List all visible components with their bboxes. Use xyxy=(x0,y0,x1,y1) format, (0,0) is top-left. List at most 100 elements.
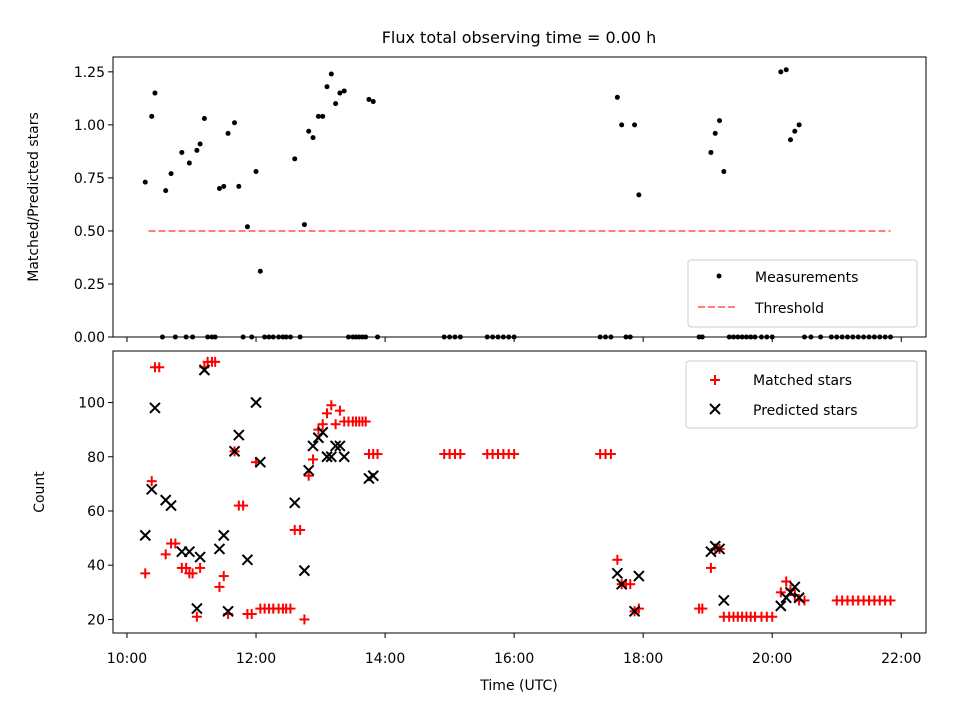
measurement-point xyxy=(315,113,321,119)
matched-star-point xyxy=(767,611,778,622)
measurement-point xyxy=(168,171,174,177)
legend-label-matched: Matched stars xyxy=(753,373,852,389)
matched-star-point xyxy=(360,416,371,427)
predicted-star-point xyxy=(289,497,301,509)
y-tick-label: 40 xyxy=(87,558,105,574)
measurement-point xyxy=(244,224,250,230)
matched-star-point xyxy=(885,595,896,606)
predicted-star-point xyxy=(775,600,787,612)
measurement-point xyxy=(310,135,316,141)
predicted-star-point xyxy=(321,451,333,463)
x-tick-label: 20:00 xyxy=(752,651,792,667)
y-tick-label: 20 xyxy=(87,612,105,628)
x-tick-label: 10:00 xyxy=(107,651,147,667)
ratio-plot-ylabel: Matched/Predicted stars xyxy=(26,112,42,282)
matched-star-point xyxy=(612,554,623,565)
predicted-star-point xyxy=(325,451,338,463)
matched-star-point xyxy=(326,400,337,411)
legend-label-predicted: Predicted stars xyxy=(753,403,858,419)
x-axis-label: Time (UTC) xyxy=(479,678,557,694)
matched-star-point xyxy=(238,500,249,511)
predicted-star-point xyxy=(213,543,226,555)
matched-star-point xyxy=(187,568,198,579)
measurement-point xyxy=(328,71,334,77)
x-tick-label: 14:00 xyxy=(365,651,405,667)
matched-star-point xyxy=(303,470,314,481)
predicted-star-point xyxy=(307,440,319,452)
predicted-star-point xyxy=(303,464,315,477)
measurement-point xyxy=(179,149,185,155)
x-tick-label: 18:00 xyxy=(623,651,663,667)
legend-label-threshold: Threshold xyxy=(754,301,824,317)
measurement-point xyxy=(257,268,263,274)
count-plot-legend: Matched stars Predicted stars xyxy=(685,360,918,429)
matched-star-point xyxy=(218,571,229,582)
count-plot-frame xyxy=(112,350,927,634)
predicted-star-point xyxy=(146,483,158,495)
measurement-point xyxy=(253,169,259,175)
matched-star-point xyxy=(160,549,171,560)
predicted-star-point xyxy=(139,529,151,542)
measurement-point xyxy=(792,128,798,134)
measurement-point xyxy=(320,113,326,119)
matched-star-point xyxy=(154,362,165,373)
predicted-star-point xyxy=(338,451,350,463)
matched-star-point xyxy=(191,611,202,622)
predicted-star-point xyxy=(718,594,730,607)
predicted-star-point xyxy=(149,402,161,414)
measurement-point xyxy=(796,122,802,128)
predicted-star-point xyxy=(222,605,234,618)
matched-star-point xyxy=(317,419,328,430)
predicted-star-point xyxy=(789,581,801,593)
predicted-star-point xyxy=(228,445,241,458)
measurement-point xyxy=(232,120,238,126)
legend-marker-matched xyxy=(710,375,720,385)
measurement-point xyxy=(619,122,625,128)
measurement-point xyxy=(614,94,620,100)
x-tick-label: 12:00 xyxy=(236,651,276,667)
predicted-star-point xyxy=(241,554,254,566)
measurement-point xyxy=(632,122,638,128)
matched-star-point xyxy=(308,454,319,465)
measurement-point xyxy=(152,90,158,96)
y-tick-label: 1.00 xyxy=(74,118,105,134)
x-tick-label: 16:00 xyxy=(494,651,534,667)
y-tick-label: 1.25 xyxy=(74,65,105,81)
matched-star-point xyxy=(705,562,716,573)
measurement-point xyxy=(306,128,312,134)
matched-star-point xyxy=(372,449,383,460)
matched-star-point xyxy=(605,449,616,460)
ratio-plot-legend: Measurements Threshold xyxy=(687,259,918,328)
matched-star-point xyxy=(509,449,520,460)
measurement-point xyxy=(186,160,192,166)
measurement-point xyxy=(194,147,200,153)
predicted-star-point xyxy=(628,605,641,618)
predicted-star-point xyxy=(191,602,203,615)
predicted-star-point xyxy=(329,440,342,452)
ratio-plot-panel: 0.00 0.25 0.50 0.75 1.00 1.25 Matched/Predict… xyxy=(26,56,927,346)
y-tick-label: 80 xyxy=(87,450,105,466)
count-plot-ylabel: Count xyxy=(32,471,48,513)
matched-star-point xyxy=(181,562,192,573)
matched-star-point xyxy=(789,590,800,601)
measurement-point xyxy=(778,69,784,75)
predicted-star-point xyxy=(233,429,245,441)
y-tick-label: 0.00 xyxy=(74,330,105,346)
predicted-star-point xyxy=(198,364,211,376)
measurement-point xyxy=(366,96,372,102)
y-tick-label: 100 xyxy=(78,396,105,412)
legend-label-measurements: Measurements xyxy=(755,270,858,286)
measurement-point xyxy=(292,156,298,162)
matched-star-point xyxy=(455,449,466,460)
predicted-star-point xyxy=(218,529,230,542)
measurement-point xyxy=(341,88,347,94)
matched-star-point xyxy=(330,419,341,430)
measurement-point xyxy=(301,222,307,228)
matched-star-point xyxy=(697,603,708,614)
matched-star-point xyxy=(146,476,157,487)
matched-star-point xyxy=(295,524,306,535)
matched-star-point xyxy=(633,603,644,614)
matched-star-point xyxy=(775,587,786,598)
measurement-point xyxy=(163,188,169,194)
